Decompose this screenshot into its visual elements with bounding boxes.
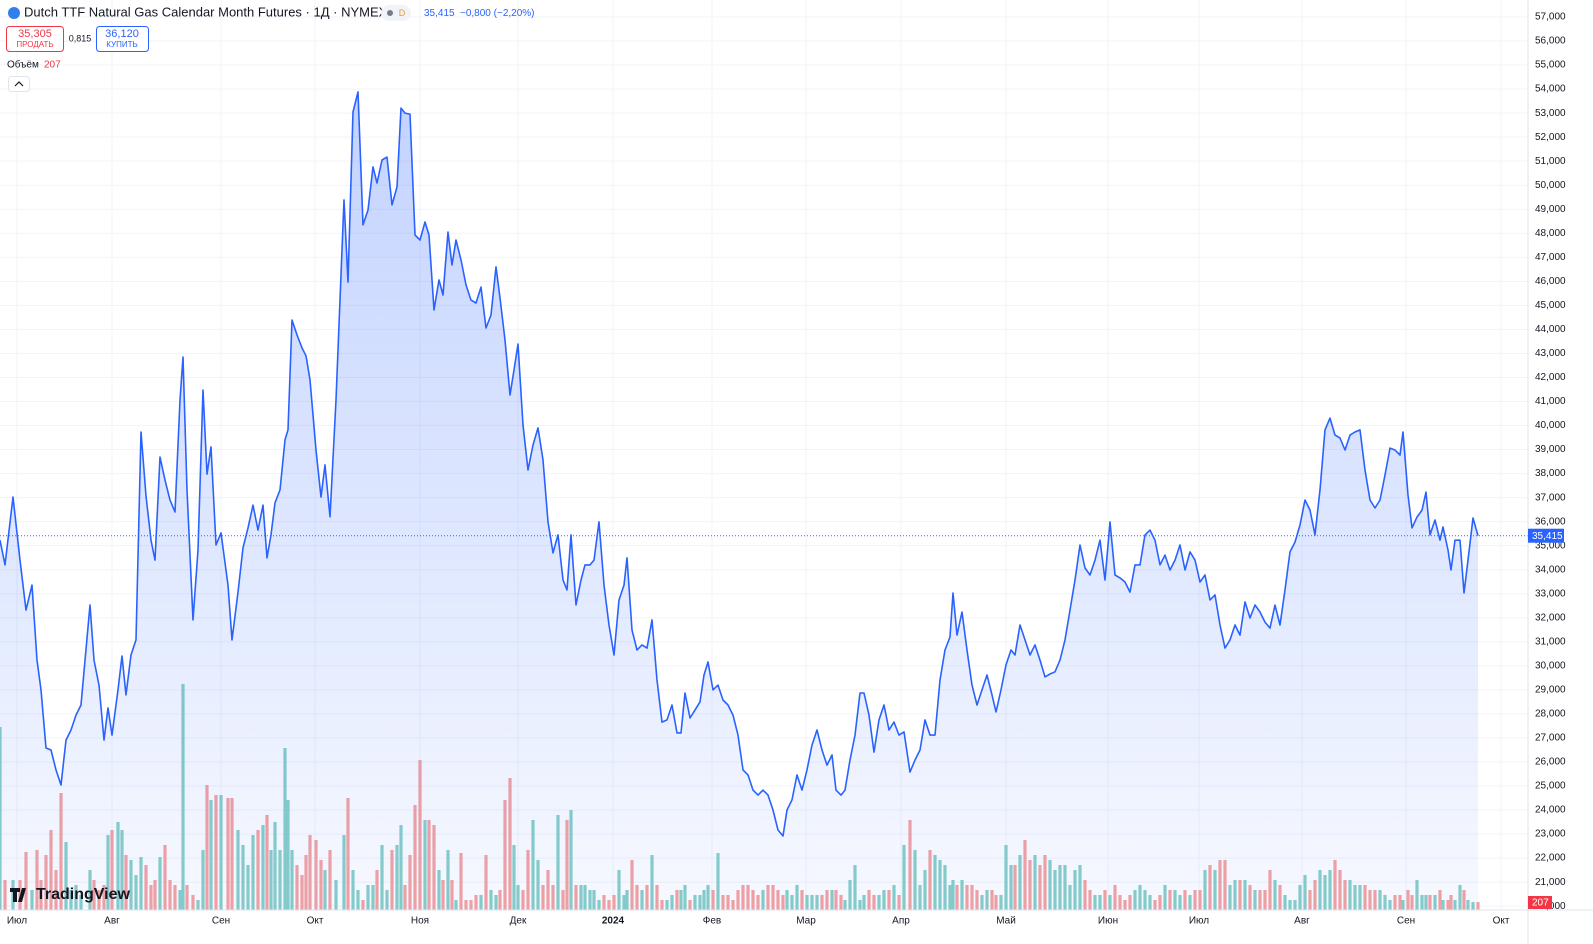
y-tick-label: 42,000	[1535, 372, 1566, 383]
y-tick-label: 31,000	[1535, 636, 1566, 647]
y-tick-label: 29,000	[1535, 685, 1566, 696]
collapse-chevron	[14, 81, 24, 87]
y-tick-label: 23,000	[1535, 829, 1566, 840]
buy-price: 36,120	[105, 28, 139, 40]
last-price: 35,415	[424, 8, 455, 19]
x-tick-label: Ноя	[411, 916, 429, 927]
price-pane	[0, 91, 1528, 910]
last-price-badge	[1528, 528, 1564, 543]
x-tick-label: 2024	[602, 916, 625, 927]
y-tick-label: 57,000	[1535, 12, 1566, 23]
sell-label: ПРОДАТЬ	[16, 40, 53, 49]
x-tick-label: Дек	[510, 916, 527, 927]
collapse-button[interactable]	[8, 76, 30, 92]
y-tick-label: 50,000	[1535, 180, 1566, 191]
symbol-title: Dutch TTF Natural Gas Calendar Month Fut…	[24, 4, 388, 19]
y-tick-label: 48,000	[1535, 228, 1566, 239]
volume-legend-label: Объём	[7, 59, 39, 71]
y-tick-label: 22,000	[1535, 853, 1566, 864]
price-line	[0, 91, 1479, 837]
y-tick-label: 32,000	[1535, 612, 1566, 623]
y-tick-label: 33,000	[1535, 588, 1566, 599]
y-tick-label: 41,000	[1535, 396, 1566, 407]
y-tick-label: 36,000	[1535, 516, 1566, 527]
y-tick-label: 56,000	[1535, 36, 1566, 47]
x-tick-label: Авг	[1294, 916, 1310, 927]
y-tick-label: 26,000	[1535, 757, 1566, 768]
buy-label: КУПИТЬ	[106, 40, 137, 49]
x-tick-label: Мар	[796, 916, 816, 927]
y-tick-label: 34,000	[1535, 564, 1566, 575]
x-tick-label: Окт	[1493, 916, 1510, 927]
y-tick-label: 49,000	[1535, 204, 1566, 215]
y-tick-label: 54,000	[1535, 84, 1566, 95]
logo-mark	[10, 888, 26, 902]
symbol-icon	[8, 7, 20, 19]
x-tick-label: Апр	[892, 916, 910, 927]
y-tick-label: 43,000	[1535, 348, 1566, 359]
x-tick-label: Сен	[212, 916, 230, 927]
last-price-label: 35,415	[1532, 531, 1563, 542]
y-tick-label: 39,000	[1535, 444, 1566, 455]
volume-last-label: 207	[1532, 898, 1549, 909]
y-tick-label: 47,000	[1535, 252, 1566, 263]
axes: 20,00021,00022,00023,00024,00025,00026,0…	[7, 12, 1566, 927]
y-tick-label: 38,000	[1535, 468, 1566, 479]
y-tick-label: 21,000	[1535, 877, 1566, 888]
buy-button[interactable]	[96, 26, 149, 52]
y-tick-label: 52,000	[1535, 132, 1566, 143]
x-tick-label: Июл	[1189, 916, 1209, 927]
y-tick-label: 27,000	[1535, 733, 1566, 744]
x-tick-label: Фев	[703, 916, 721, 927]
x-tick-label: Сен	[1397, 916, 1415, 927]
x-tick-label: Июл	[7, 916, 27, 927]
x-tick-label: Май	[996, 916, 1016, 927]
y-tick-label: 51,000	[1535, 156, 1566, 167]
status-dot	[387, 10, 393, 16]
x-tick-label: Окт	[307, 916, 324, 927]
logo-text: TradingView	[36, 886, 131, 903]
y-tick-label: 37,000	[1535, 492, 1566, 503]
x-tick-label: Июн	[1098, 916, 1118, 927]
y-tick-label: 45,000	[1535, 300, 1566, 311]
area-fill	[0, 92, 1478, 910]
spread: 0,815	[69, 33, 92, 43]
y-tick-label: 55,000	[1535, 60, 1566, 71]
y-tick-label: 46,000	[1535, 276, 1566, 287]
y-tick-label: 40,000	[1535, 420, 1566, 431]
volume-badge	[1528, 896, 1552, 909]
y-tick-label: 25,000	[1535, 781, 1566, 792]
y-tick-label: 24,000	[1535, 805, 1566, 816]
sell-price: 35,305	[18, 28, 52, 40]
status-badge[interactable]	[381, 5, 411, 21]
y-tick-label: 30,000	[1535, 660, 1566, 671]
y-tick-label: 53,000	[1535, 108, 1566, 119]
y-tick-label: 35,000	[1535, 540, 1566, 551]
interval-badge: D	[399, 8, 406, 18]
price-change: −0,800 (−2,20%)	[460, 8, 535, 19]
x-tick-label: Авг	[104, 916, 120, 927]
y-tick-label: 44,000	[1535, 324, 1566, 335]
volume-legend-value: 207	[44, 60, 61, 71]
logo: TradingView	[10, 886, 131, 903]
sell-button[interactable]	[6, 26, 64, 52]
y-tick-label: 28,000	[1535, 709, 1566, 720]
